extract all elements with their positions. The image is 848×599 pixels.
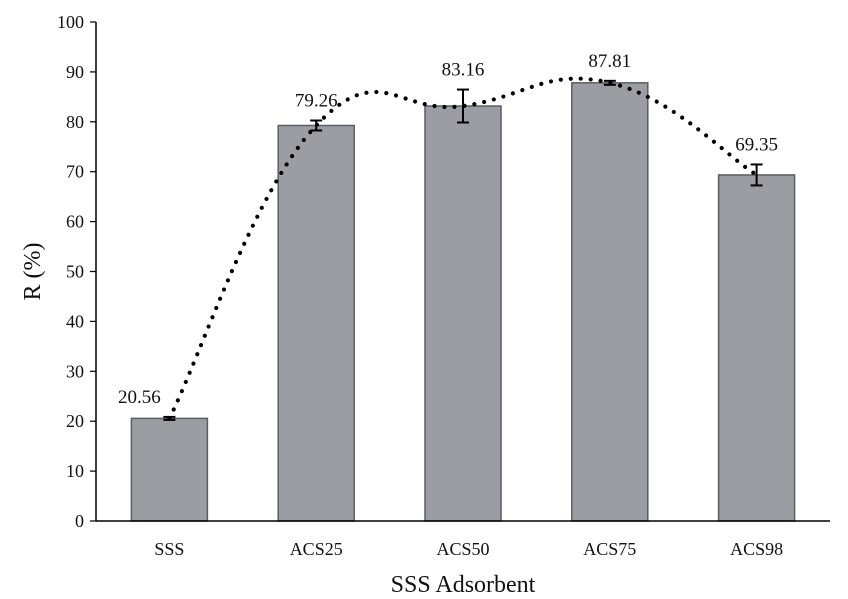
data-label-acs25: 79.26 xyxy=(295,91,338,112)
data-label-acs98: 69.35 xyxy=(735,134,778,155)
y-axis-title: R (%) xyxy=(20,243,46,301)
y-tick-label: 10 xyxy=(66,461,84,481)
error-bar-acs98 xyxy=(750,163,763,187)
bar-acs75 xyxy=(571,82,649,522)
x-axis-ticks: SSS ACS25 ACS50 ACS75 ACS98 xyxy=(154,539,783,559)
y-tick-label: 30 xyxy=(66,361,84,381)
data-labels: 20.56 79.26 83.16 87.81 69.35 xyxy=(118,51,778,408)
y-axis-ticks: 0 10 20 30 40 50 60 70 80 90 100 xyxy=(57,12,96,531)
bars xyxy=(130,82,796,522)
x-tick-label: ACS50 xyxy=(436,539,489,559)
bar-acs50 xyxy=(424,105,502,522)
data-label-acs50: 83.16 xyxy=(442,60,485,81)
y-tick-label: 70 xyxy=(66,162,84,182)
x-axis-title: SSS Adsorbent xyxy=(391,572,536,598)
y-tick-label: 90 xyxy=(66,62,84,82)
y-tick-label: 50 xyxy=(66,262,84,282)
x-tick-label: ACS25 xyxy=(290,539,343,559)
x-tick-label: ACS75 xyxy=(583,539,636,559)
bar-acs25 xyxy=(277,124,355,522)
x-tick-label: ACS98 xyxy=(730,539,783,559)
y-tick-label: 100 xyxy=(57,12,84,32)
bar-acs98 xyxy=(717,174,796,522)
data-label-acs75: 87.81 xyxy=(588,51,631,72)
data-label-sss: 20.56 xyxy=(118,387,161,408)
trend-line xyxy=(167,76,759,421)
y-tick-label: 60 xyxy=(66,212,84,232)
y-tick-label: 80 xyxy=(66,112,84,132)
bar-sss xyxy=(130,417,209,522)
y-tick-label: 0 xyxy=(75,511,84,531)
x-tick-label: SSS xyxy=(154,539,184,559)
axes xyxy=(95,22,830,522)
y-tick-label: 20 xyxy=(66,411,84,431)
y-tick-label: 40 xyxy=(66,311,84,331)
